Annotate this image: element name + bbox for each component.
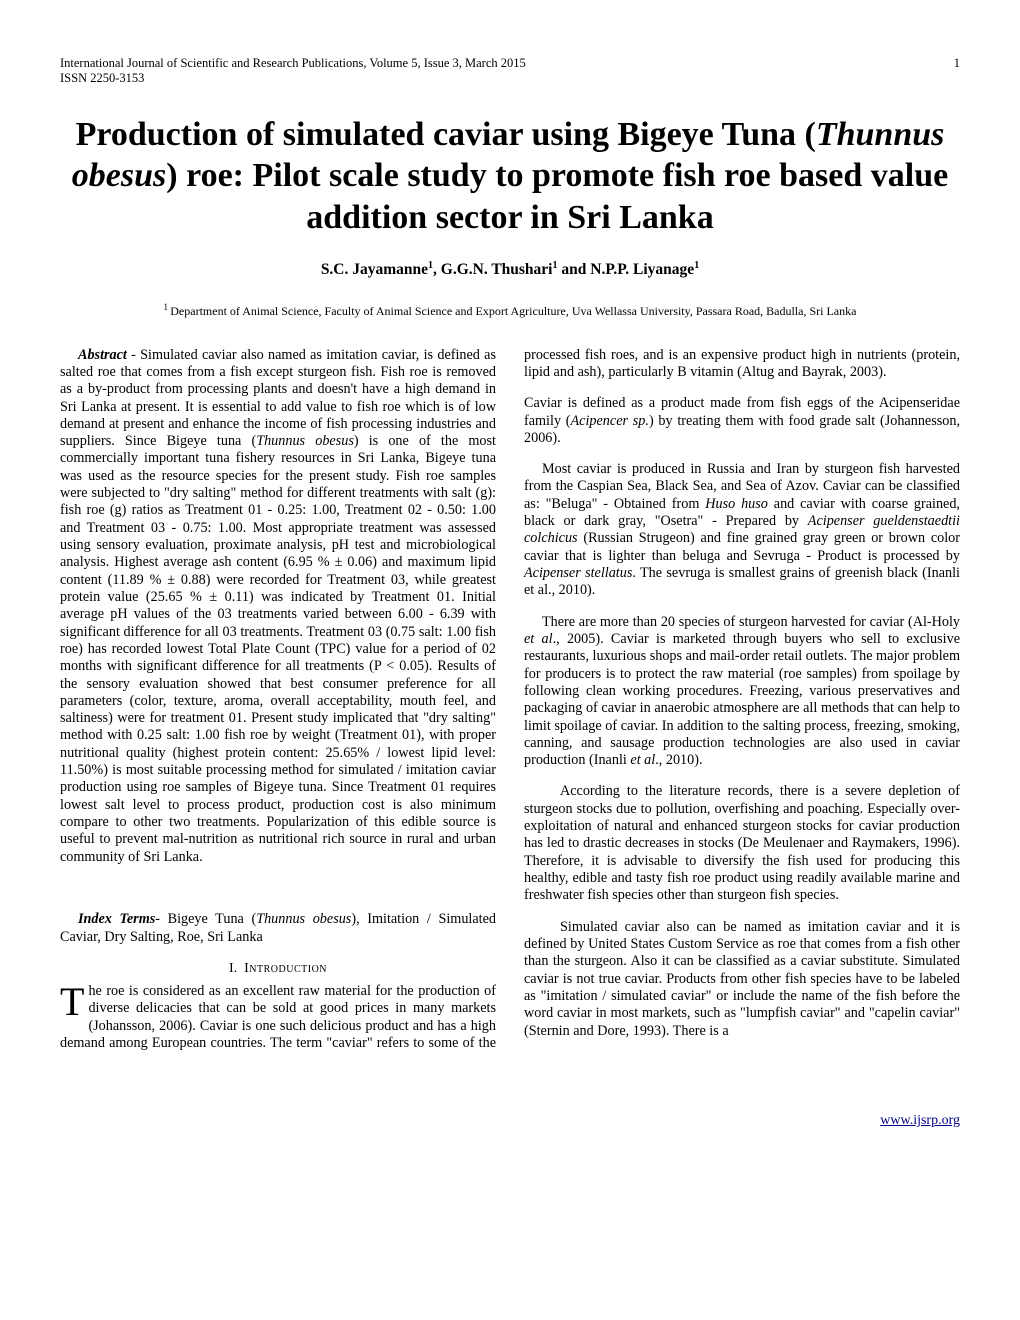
title-post: ) roe: Pilot scale study to promote fish… [166,157,948,235]
intro-paragraph-3: There are more than 20 species of sturge… [524,614,960,770]
intro-p3-t1: There are more than 20 species of sturge… [542,614,960,630]
intro-paragraph-5: Simulated caviar also can be named as im… [524,919,960,1040]
index-terms-species: Thunnus obesus [256,911,351,927]
blank-spacer [60,880,496,897]
index-terms-paragraph: Index Terms- Bigeye Tuna (Thunnus obesus… [60,911,496,946]
page-number: 1 [954,56,960,71]
index-terms-label: Index Terms [78,911,155,927]
footer-url[interactable]: www.ijsrp.org [60,1113,960,1129]
index-terms-text-1: Bigeye Tuna ( [168,911,257,927]
body-columns: Abstract - Simulated caviar also named a… [60,347,960,1053]
issn-line: ISSN 2250-3153 [60,71,960,86]
author-sep-1: , [433,262,441,279]
abstract-paragraph: Abstract - Simulated caviar also named a… [60,347,496,866]
title-pre: Production of simulated caviar using Big… [76,116,816,153]
intro-paragraph-4: According to the literature records, the… [524,783,960,904]
author-3-affil: 1 [694,260,699,271]
abstract-dash: - [127,347,140,363]
intro-p3-t3: ., 2010). [655,752,702,768]
abstract-label: Abstract [78,347,127,363]
affiliation-line: 1 Department of Animal Science, Faculty … [60,302,960,319]
intro-p2-t3: (Russian Strugeon) and fine grained gray… [524,530,960,563]
dropcap-letter: T [60,983,88,1019]
author-3: N.P.P. Liyanage [590,262,694,279]
abstract-species: Thunnus obesus [256,433,354,449]
intro-p2-i1: Huso huso [705,496,768,512]
affiliation-text: Department of Animal Science, Faculty of… [170,304,856,318]
paper-title: Production of simulated caviar using Big… [60,114,960,238]
intro-p4-text: According to the literature records, the… [524,783,960,903]
authors-line: S.C. Jayamanne1, G.G.N. Thushari1 and N.… [60,260,960,279]
journal-line: International Journal of Scientific and … [60,56,526,71]
section-title: Introduction [244,961,327,976]
running-header: International Journal of Scientific and … [60,56,960,71]
abstract-text-2: ) is one of the most commercially import… [60,433,496,865]
intro-p1b-i1: Acipencer sp. [571,413,649,429]
section-roman: I. [229,961,237,976]
author-1: S.C. Jayamanne [321,262,428,279]
index-terms-dash: - [155,911,167,927]
author-sep-2: and [558,262,591,279]
intro-paragraph-2: Most caviar is produced in Russia and Ir… [524,461,960,600]
intro-p2-i3: Acipenser stellatus [524,565,632,581]
intro-p5-text: Simulated caviar also can be named as im… [524,919,960,1039]
section-heading-introduction: I. Introduction [60,960,496,977]
author-2: G.G.N. Thushari [441,262,553,279]
intro-p3-t2: ., 2005). Caviar is marketed through buy… [524,631,960,768]
intro-p3-i1: et al [524,631,553,647]
intro-paragraph-1b: Caviar is defined as a product made from… [524,395,960,447]
intro-p3-i2: et al [630,752,655,768]
